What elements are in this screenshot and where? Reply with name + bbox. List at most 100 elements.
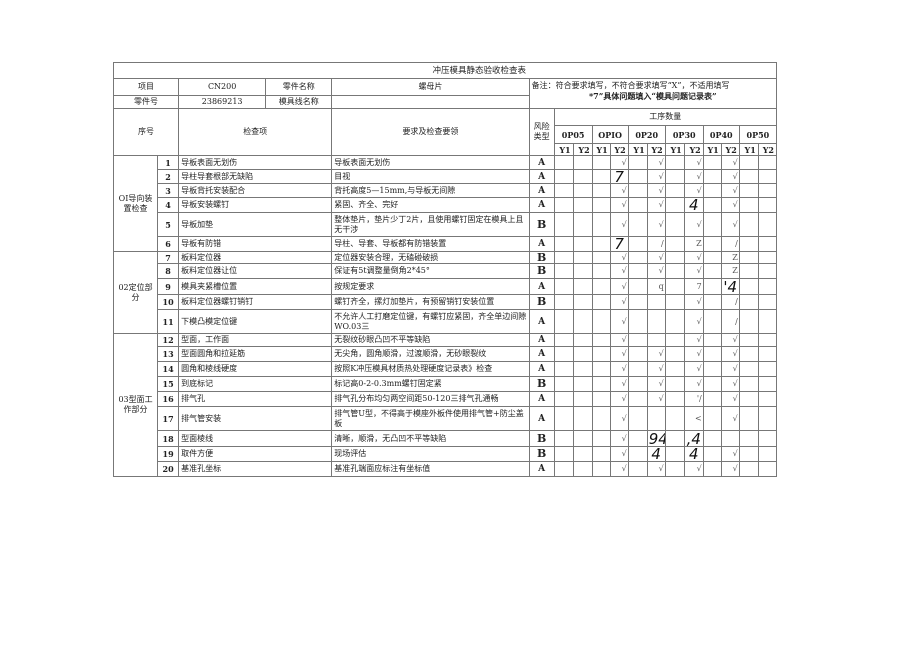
- check-cell[interactable]: √: [720, 183, 740, 198]
- check-cell[interactable]: [572, 406, 593, 431]
- check-cell[interactable]: √: [646, 263, 666, 279]
- check-cell[interactable]: [738, 391, 759, 407]
- check-cell[interactable]: [553, 236, 574, 252]
- check-cell[interactable]: [572, 430, 593, 447]
- check-cell[interactable]: √: [646, 212, 666, 237]
- check-cell[interactable]: √: [609, 251, 629, 264]
- check-cell[interactable]: √: [683, 263, 704, 279]
- check-cell[interactable]: Z: [720, 263, 740, 279]
- check-cell[interactable]: /: [720, 309, 740, 334]
- check-cell[interactable]: [591, 236, 611, 252]
- check-cell[interactable]: [702, 461, 722, 477]
- check-cell[interactable]: [591, 361, 611, 377]
- check-cell[interactable]: √: [609, 278, 629, 295]
- check-cell[interactable]: [572, 155, 593, 170]
- check-cell[interactable]: √: [720, 461, 740, 477]
- check-cell[interactable]: [664, 430, 685, 447]
- check-cell[interactable]: [553, 197, 574, 213]
- check-cell[interactable]: [702, 346, 722, 362]
- check-cell[interactable]: √: [683, 333, 704, 347]
- check-cell[interactable]: [757, 155, 778, 170]
- check-cell[interactable]: [757, 294, 778, 310]
- check-cell[interactable]: ,4: [683, 430, 704, 447]
- check-cell[interactable]: √: [683, 155, 704, 170]
- check-cell[interactable]: [757, 446, 778, 462]
- check-cell[interactable]: [627, 212, 648, 237]
- check-cell[interactable]: √: [609, 197, 629, 213]
- check-cell[interactable]: [572, 169, 593, 184]
- check-cell[interactable]: [757, 236, 778, 252]
- check-cell[interactable]: [757, 169, 778, 184]
- check-cell[interactable]: [627, 461, 648, 477]
- check-cell[interactable]: [553, 155, 574, 170]
- check-cell[interactable]: [664, 212, 685, 237]
- check-cell[interactable]: [702, 169, 722, 184]
- check-cell[interactable]: [757, 183, 778, 198]
- check-cell[interactable]: √: [683, 346, 704, 362]
- check-cell[interactable]: [572, 361, 593, 377]
- check-cell[interactable]: [738, 333, 759, 347]
- check-cell[interactable]: [591, 446, 611, 462]
- check-cell[interactable]: [591, 212, 611, 237]
- check-cell[interactable]: 4: [683, 446, 704, 462]
- check-cell[interactable]: [664, 236, 685, 252]
- check-cell[interactable]: [572, 263, 593, 279]
- check-cell[interactable]: [553, 446, 574, 462]
- check-cell[interactable]: [757, 391, 778, 407]
- check-cell[interactable]: [738, 263, 759, 279]
- check-cell[interactable]: [738, 197, 759, 213]
- check-cell[interactable]: 4: [683, 197, 704, 213]
- check-cell[interactable]: [591, 278, 611, 295]
- check-cell[interactable]: [591, 155, 611, 170]
- check-cell[interactable]: √: [720, 346, 740, 362]
- check-cell[interactable]: √: [646, 391, 666, 407]
- check-cell[interactable]: √: [720, 197, 740, 213]
- check-cell[interactable]: <: [683, 406, 704, 431]
- check-cell[interactable]: [757, 406, 778, 431]
- check-cell[interactable]: [738, 155, 759, 170]
- check-cell[interactable]: [627, 346, 648, 362]
- check-cell[interactable]: Z: [720, 251, 740, 264]
- check-cell[interactable]: [553, 430, 574, 447]
- check-cell[interactable]: [738, 183, 759, 198]
- check-cell[interactable]: [757, 361, 778, 377]
- check-cell[interactable]: [664, 406, 685, 431]
- check-cell[interactable]: [757, 197, 778, 213]
- check-cell[interactable]: [738, 294, 759, 310]
- check-cell[interactable]: √: [683, 251, 704, 264]
- check-cell[interactable]: [757, 430, 778, 447]
- check-cell[interactable]: [553, 169, 574, 184]
- check-cell[interactable]: [553, 263, 574, 279]
- check-cell[interactable]: [720, 430, 740, 447]
- check-cell[interactable]: 94: [646, 430, 666, 447]
- check-cell[interactable]: [553, 406, 574, 431]
- check-cell[interactable]: [646, 333, 666, 347]
- check-cell[interactable]: √: [609, 183, 629, 198]
- check-cell[interactable]: [553, 294, 574, 310]
- check-cell[interactable]: [572, 294, 593, 310]
- check-cell[interactable]: [572, 333, 593, 347]
- check-cell[interactable]: √: [646, 346, 666, 362]
- check-cell[interactable]: [553, 461, 574, 477]
- check-cell[interactable]: √: [683, 376, 704, 392]
- check-cell[interactable]: √: [646, 155, 666, 170]
- check-cell[interactable]: [627, 169, 648, 184]
- check-cell[interactable]: [702, 333, 722, 347]
- check-cell[interactable]: [757, 278, 778, 295]
- check-cell[interactable]: [591, 309, 611, 334]
- check-cell[interactable]: '4: [720, 278, 740, 295]
- check-cell[interactable]: [664, 197, 685, 213]
- check-cell[interactable]: √: [609, 361, 629, 377]
- check-cell[interactable]: [664, 376, 685, 392]
- check-cell[interactable]: [572, 183, 593, 198]
- check-cell[interactable]: 7: [609, 169, 629, 184]
- check-cell[interactable]: [627, 155, 648, 170]
- check-cell[interactable]: √: [646, 361, 666, 377]
- check-cell[interactable]: [664, 155, 685, 170]
- check-cell[interactable]: [627, 294, 648, 310]
- check-cell[interactable]: /: [720, 236, 740, 252]
- check-cell[interactable]: [627, 278, 648, 295]
- check-cell[interactable]: [757, 309, 778, 334]
- check-cell[interactable]: [702, 197, 722, 213]
- check-cell[interactable]: 4: [646, 446, 666, 462]
